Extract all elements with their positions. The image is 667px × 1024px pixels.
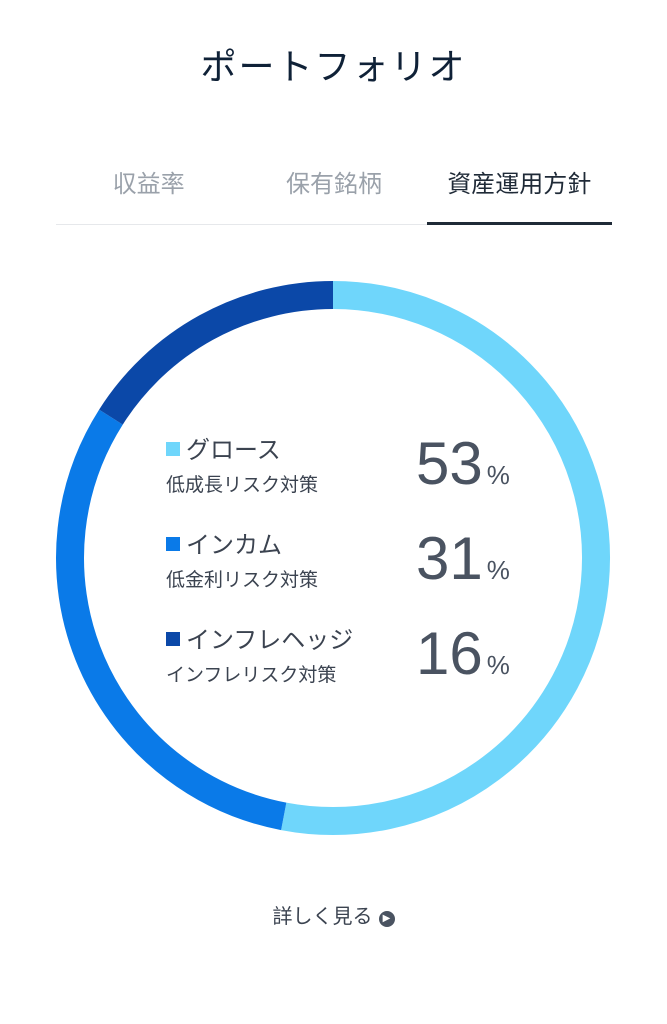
tab-returns[interactable]: 収益率: [112, 170, 185, 198]
legend-value-inflation-hedge: 16: [416, 620, 483, 687]
donut-slice-inflation-hedge: [99, 281, 334, 425]
legend-swatch-growth: [166, 442, 180, 456]
legend-unit-income: %: [486, 555, 510, 585]
legend-unit-inflation-hedge: %: [486, 650, 510, 680]
legend-desc-inflation-hedge: インフレリスク対策: [166, 664, 337, 686]
see-details-label: 詳しく見る: [272, 904, 373, 928]
legend-label-income: インカム: [186, 531, 282, 559]
donut-slice-income: [56, 409, 287, 831]
chart-legend: グロース 低成長リスク対策 53% インカム 低金利リスク対策 31% インフレ…: [166, 430, 536, 715]
legend-row-growth: グロース 低成長リスク対策 53%: [166, 430, 536, 525]
legend-unit-growth: %: [486, 460, 510, 490]
page-title: ポートフォリオ: [200, 47, 467, 88]
legend-value-income: 31: [416, 525, 483, 592]
tab-holdings[interactable]: 保有銘柄: [285, 170, 382, 198]
legend-swatch-inflation-hedge: [166, 632, 180, 646]
legend-label-growth: グロース: [186, 436, 281, 464]
legend-value-growth: 53: [416, 430, 483, 497]
tab-bar: 収益率 保有銘柄 資産運用方針: [56, 160, 613, 225]
allocation-donut-chart: [55, 280, 611, 836]
chevron-right-circle-icon: ▶: [378, 911, 395, 927]
legend-desc-income: 低金利リスク対策: [166, 569, 319, 591]
legend-label-inflation-hedge: インフレヘッジ: [186, 626, 354, 654]
donut-svg: [56, 281, 610, 835]
legend-swatch-income: [166, 537, 180, 551]
legend-desc-growth: 低成長リスク対策: [166, 474, 319, 496]
tab-investment-policy[interactable]: 資産運用方針: [426, 160, 613, 225]
donut-slice-growth: [281, 281, 610, 835]
legend-row-inflation-hedge: インフレヘッジ インフレリスク対策 16%: [166, 620, 536, 715]
legend-row-income: インカム 低金利リスク対策 31%: [166, 525, 536, 620]
see-details-link[interactable]: 詳しく見る ▶: [0, 900, 667, 929]
